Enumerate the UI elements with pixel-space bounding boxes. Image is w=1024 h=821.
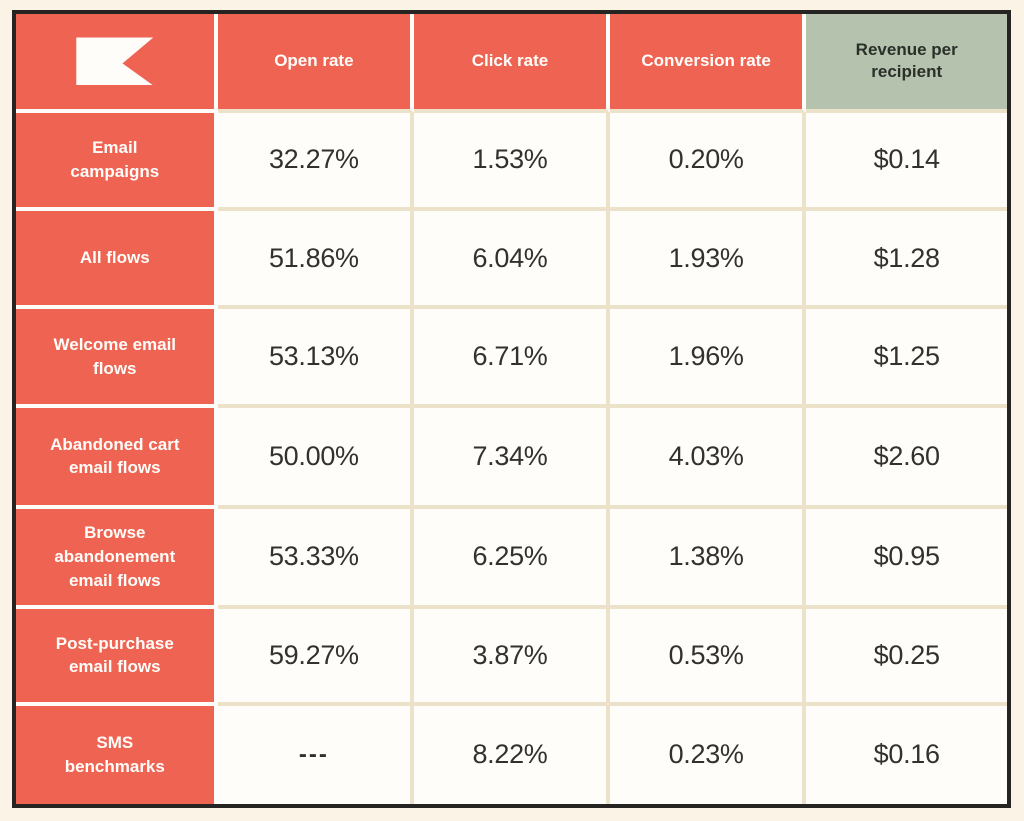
row-header-sms-benchmarks: SMS benchmarks — [16, 705, 218, 804]
data-cell: 1.93% — [609, 211, 807, 309]
row-header-abandoned-cart-email-flows: Abandoned cart email flows — [16, 408, 218, 509]
data-cell: 51.86% — [217, 211, 415, 309]
data-cell: 1.96% — [609, 309, 807, 408]
data-cell: 0.23% — [609, 705, 807, 804]
benchmarks-table: Open rate Click rate Conversion rate Rev… — [12, 10, 1011, 808]
data-cell: 50.00% — [217, 408, 415, 509]
row-header-browse-abandonement-email-flows: Browse abandonement email flows — [16, 508, 218, 609]
data-cell: 1.38% — [609, 508, 807, 609]
data-cell: 32.27% — [217, 112, 415, 211]
column-header-open-rate: Open rate — [217, 14, 415, 113]
row-header-email-campaigns: Email campaigns — [16, 112, 218, 211]
data-cell: $0.16 — [806, 705, 1007, 804]
data-cell: 3.87% — [414, 608, 610, 706]
data-cell: 53.33% — [217, 508, 415, 609]
data-cell: $1.25 — [806, 309, 1007, 408]
data-cell: 4.03% — [609, 408, 807, 509]
data-cell: $0.95 — [806, 508, 1007, 609]
row-header-all-flows: All flows — [16, 211, 218, 309]
benchmarks-grid: Open rate Click rate Conversion rate Rev… — [16, 14, 1007, 804]
data-cell: $1.28 — [806, 211, 1007, 309]
data-cell: 8.22% — [414, 705, 610, 804]
column-header-logo — [16, 14, 218, 113]
data-cell: 1.53% — [414, 112, 610, 211]
data-cell: 53.13% — [217, 309, 415, 408]
row-header-post-purchase-email-flows: Post-purchase email flows — [16, 608, 218, 706]
data-cell: 7.34% — [414, 408, 610, 509]
column-header-conversion-rate: Conversion rate — [609, 14, 807, 113]
data-cell: 59.27% — [217, 608, 415, 706]
data-cell: --- — [217, 705, 415, 804]
data-cell: 0.20% — [609, 112, 807, 211]
klaviyo-flag-icon — [76, 37, 154, 86]
data-cell: $0.25 — [806, 608, 1007, 706]
row-header-welcome-email-flows: Welcome email flows — [16, 309, 218, 408]
data-cell: $0.14 — [806, 112, 1007, 211]
data-cell: 0.53% — [609, 608, 807, 706]
data-cell: 6.25% — [414, 508, 610, 609]
no-data-dashes: --- — [298, 740, 329, 768]
data-cell: 6.04% — [414, 211, 610, 309]
data-cell: $2.60 — [806, 408, 1007, 509]
column-header-revenue-per-recipient: Revenue per recipient — [806, 14, 1007, 113]
data-cell: 6.71% — [414, 309, 610, 408]
column-header-click-rate: Click rate — [414, 14, 610, 113]
